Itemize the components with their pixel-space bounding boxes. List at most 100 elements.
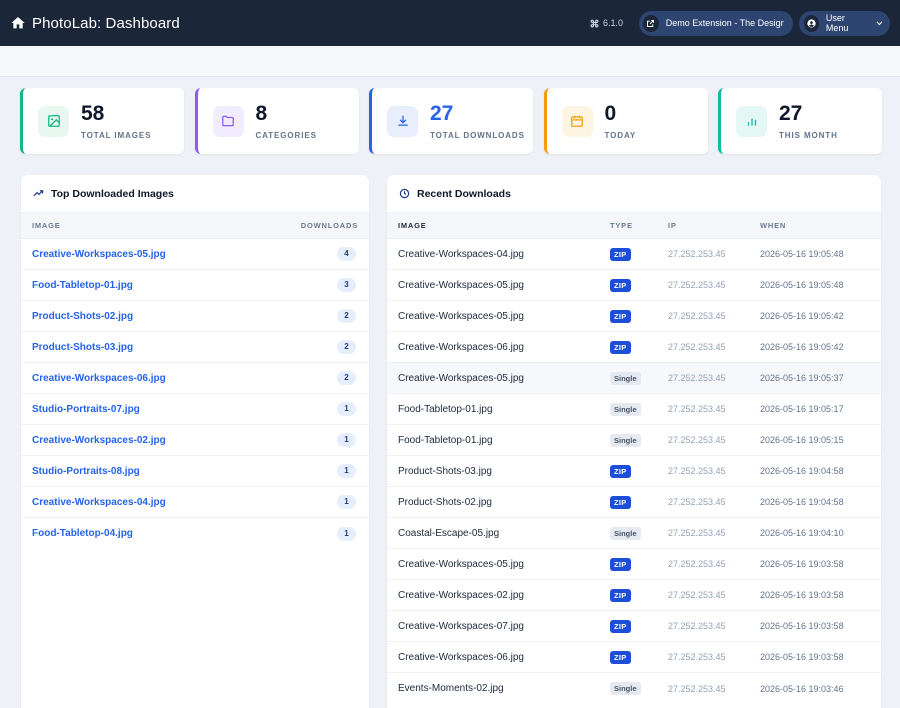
- image-link[interactable]: Creative-Workspaces-05.jpg: [32, 248, 166, 260]
- table-row: Creative-Workspaces-05.jpg ZIP 27.252.25…: [387, 549, 881, 580]
- timestamp: 2026-05-16 19:04:10: [760, 528, 844, 538]
- bar-chart-icon: [736, 105, 767, 137]
- table-header: IMAGE DOWNLOADS: [21, 212, 369, 239]
- type-badge: ZIP: [610, 650, 631, 664]
- column-header-type: TYPE: [610, 221, 633, 230]
- image-name: Creative-Workspaces-05.jpg: [398, 310, 524, 322]
- table-row: Food-Tabletop-04.jpg 1: [21, 518, 369, 549]
- ip-address: 27.252.253.45: [668, 466, 726, 476]
- column-header-downloads: DOWNLOADS: [300, 221, 358, 230]
- panel-header: Top Downloaded Images: [21, 175, 369, 212]
- table-header: IMAGE TYPE IP WHEN: [387, 212, 881, 239]
- type-badge: ZIP: [610, 340, 631, 354]
- trending-up-icon: [33, 190, 44, 197]
- timestamp: 2026-05-16 19:05:15: [760, 435, 844, 445]
- image-link[interactable]: Product-Shots-03.jpg: [32, 341, 134, 353]
- timestamp: 2026-05-16 19:04:58: [760, 466, 844, 476]
- table-row: Creative-Workspaces-06.jpg ZIP 27.252.25…: [387, 332, 881, 363]
- folder-icon: [212, 105, 244, 137]
- timestamp: 2026-05-16 19:03:58: [760, 590, 844, 600]
- stat-value: 58: [81, 101, 105, 125]
- table-row: Events-Moments-02.jpg Single 27.252.253.…: [387, 673, 881, 704]
- image-link[interactable]: Product-Shots-02.jpg: [32, 310, 134, 322]
- ip-address: 27.252.253.45: [668, 311, 726, 321]
- table-row: Food-Tabletop-01.jpg Single 27.252.253.4…: [387, 425, 881, 456]
- recent-downloads-panel: Recent Downloads IMAGE TYPE IP WHEN Crea…: [387, 175, 881, 708]
- stat-card: 0 TODAY: [543, 88, 708, 154]
- stat-label: TODAY: [604, 130, 637, 140]
- timestamp: 2026-05-16 19:05:37: [760, 373, 844, 383]
- type-badge: ZIP: [610, 495, 631, 509]
- download-count-badge: 1: [337, 433, 356, 447]
- timestamp: 2026-05-16 19:03:46: [760, 683, 844, 694]
- image-name: Creative-Workspaces-04.jpg: [398, 248, 524, 260]
- image-link[interactable]: Food-Tabletop-01.jpg: [32, 279, 133, 291]
- ip-address: 27.252.253.45: [668, 435, 726, 445]
- ip-address: 27.252.253.45: [668, 249, 726, 259]
- table-row: Creative-Workspaces-04.jpg ZIP 27.252.25…: [387, 239, 881, 270]
- image-link[interactable]: Studio-Portraits-07.jpg: [32, 403, 140, 415]
- image-name: Creative-Workspaces-05.jpg: [398, 372, 524, 384]
- command-icon: [590, 19, 599, 27]
- image-link[interactable]: Studio-Portraits-08.jpg: [32, 465, 140, 477]
- timestamp: 2026-05-16 19:05:48: [760, 249, 844, 259]
- type-badge: Single: [610, 371, 641, 385]
- image-name: Creative-Workspaces-02.jpg: [398, 589, 524, 601]
- download-count-badge: 2: [337, 371, 356, 385]
- user-menu-button[interactable]: User Menu: [799, 10, 890, 36]
- type-badge: ZIP: [610, 309, 631, 323]
- page-title: PhotoLab: Dashboard: [32, 14, 180, 32]
- stat-value: 0: [604, 101, 617, 125]
- stat-card: 8 CATEGORIES: [194, 88, 359, 154]
- timestamp: 2026-05-16 19:04:58: [760, 497, 844, 507]
- brand[interactable]: PhotoLab: Dashboard: [10, 15, 180, 32]
- table-row: Studio-Portraits-07.jpg 1: [21, 394, 369, 425]
- column-header-image: IMAGE: [32, 221, 61, 230]
- download-count-badge: 2: [337, 309, 356, 323]
- ip-address: 27.252.253.45: [668, 342, 726, 352]
- image-link[interactable]: Creative-Workspaces-04.jpg: [32, 496, 166, 508]
- download-count-badge: 4: [337, 247, 356, 261]
- image-name: Product-Shots-02.jpg: [398, 496, 492, 508]
- type-badge: Single: [610, 433, 641, 447]
- table-row: Creative-Workspaces-05.jpg ZIP 27.252.25…: [387, 301, 881, 332]
- ip-address: 27.252.253.45: [668, 373, 726, 383]
- ip-address: 27.252.253.45: [668, 683, 726, 694]
- image-link[interactable]: Food-Tabletop-04.jpg: [32, 528, 133, 539]
- table-row: Coastal-Escape-05.jpg Single 27.252.253.…: [387, 518, 881, 549]
- timestamp: 2026-05-16 19:05:42: [760, 342, 844, 352]
- top-downloaded-panel: Top Downloaded Images IMAGE DOWNLOADS Cr…: [21, 175, 369, 708]
- table-row: Food-Tabletop-01.jpg Single 27.252.253.4…: [387, 394, 881, 425]
- download-count-badge: 2: [337, 340, 356, 354]
- ip-address: 27.252.253.45: [668, 528, 726, 538]
- download-count-badge: 1: [337, 464, 356, 478]
- table-row: Creative-Workspaces-06.jpg ZIP 27.252.25…: [387, 642, 881, 673]
- download-icon: [387, 105, 418, 137]
- image-link[interactable]: Creative-Workspaces-02.jpg: [32, 434, 166, 446]
- top-navbar: PhotoLab: Dashboard 6.1.0 Demo Extension…: [0, 0, 900, 46]
- table-row: Creative-Workspaces-04.jpg 1: [21, 487, 369, 518]
- table-row: Creative-Workspaces-06.jpg 2: [21, 363, 369, 394]
- recent-downloads-table: Creative-Workspaces-04.jpg ZIP 27.252.25…: [387, 239, 881, 704]
- image-name: Creative-Workspaces-05.jpg: [398, 558, 524, 570]
- table-row: Product-Shots-02.jpg 2: [21, 301, 369, 332]
- stat-card: 27 TOTAL DOWNLOADS: [369, 88, 533, 154]
- image-link[interactable]: Creative-Workspaces-06.jpg: [32, 372, 166, 384]
- type-badge: Single: [610, 526, 641, 540]
- panel-header: Recent Downloads: [387, 175, 881, 212]
- extension-label: Demo Extension - The Design...: [665, 18, 784, 28]
- download-count-badge: 1: [337, 402, 356, 416]
- timestamp: 2026-05-16 19:03:58: [760, 621, 844, 631]
- table-row: Creative-Workspaces-02.jpg ZIP 27.252.25…: [387, 580, 881, 611]
- stats-row: 58 TOTAL IMAGES 8 CATEGORIES 27 TOTAL DO…: [20, 88, 882, 154]
- type-badge: ZIP: [610, 619, 631, 633]
- panel-title: Top Downloaded Images: [51, 187, 174, 200]
- table-row: Creative-Workspaces-05.jpg ZIP 27.252.25…: [387, 270, 881, 301]
- table-row: Creative-Workspaces-07.jpg ZIP 27.252.25…: [387, 611, 881, 642]
- stat-label: CATEGORIES: [255, 130, 317, 140]
- sub-header-bar: [0, 46, 900, 77]
- type-badge: Single: [610, 402, 641, 416]
- calendar-icon: [561, 105, 593, 137]
- image-name: Events-Moments-02.jpg: [398, 683, 504, 694]
- extension-button[interactable]: Demo Extension - The Design...: [639, 10, 793, 36]
